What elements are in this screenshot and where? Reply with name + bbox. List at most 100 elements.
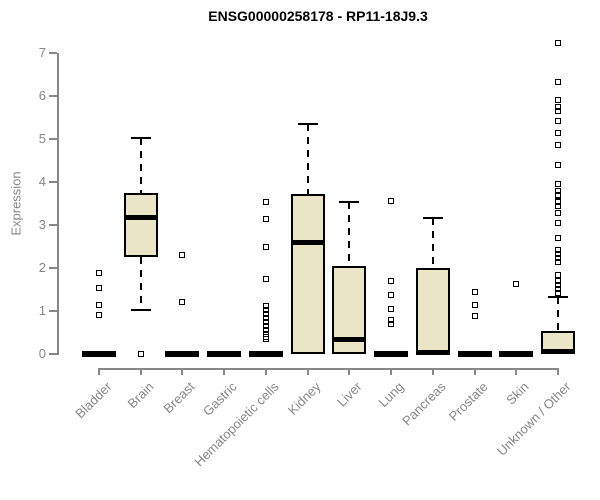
x-axis-tick: [390, 368, 393, 375]
outlier-point: [555, 234, 561, 241]
y-axis-tick: [49, 310, 57, 312]
outlier-point: [555, 258, 561, 265]
outlier-point: [555, 104, 561, 111]
outlier-point: [262, 319, 269, 326]
x-axis-tick: [431, 368, 434, 375]
outlier-point: [96, 285, 102, 292]
boxplot-box-pancreas: [415, 268, 450, 354]
median-line: [415, 349, 450, 355]
outlier-point: [262, 276, 269, 283]
outlier-point: [388, 277, 395, 284]
upper-whisker: [557, 296, 559, 332]
outlier-point: [555, 203, 561, 210]
outlier-point: [262, 330, 269, 337]
upper-whisker: [306, 123, 309, 195]
x-axis-tick: [348, 368, 351, 375]
y-tick-label: 4: [38, 174, 46, 189]
outlier-point: [262, 323, 269, 330]
upper-whisker-cap: [297, 122, 318, 125]
x-axis-line: [99, 368, 559, 370]
outlier-point: [555, 286, 561, 293]
outlier-point: [262, 314, 269, 321]
y-tick-label: 3: [38, 217, 46, 232]
outlier-point: [262, 198, 269, 205]
y-tick-label: 0: [38, 346, 46, 361]
outlier-point: [96, 301, 102, 308]
median-line: [82, 351, 116, 357]
y-axis-tick: [49, 138, 57, 140]
y-tick-label: 6: [38, 88, 46, 103]
median-line: [541, 348, 575, 354]
upper-whisker-cap: [339, 201, 360, 204]
y-axis-tick: [49, 267, 57, 269]
x-axis-tick: [473, 368, 476, 375]
y-axis-tick: [49, 95, 57, 97]
outlier-point: [555, 277, 561, 284]
outlier-point: [388, 305, 395, 312]
outlier-point: [555, 108, 561, 115]
outlier-point: [555, 209, 561, 216]
x-axis-tick: [557, 368, 559, 375]
outlier-point: [96, 270, 102, 277]
median-line: [374, 351, 409, 357]
outlier-point: [262, 302, 269, 309]
upper-whisker-cap: [422, 217, 443, 220]
median-line: [123, 214, 158, 220]
outlier-point: [555, 250, 561, 257]
y-axis-line: [57, 53, 59, 355]
outlier-point: [262, 311, 269, 317]
x-axis-tick: [223, 368, 226, 375]
median-line: [332, 336, 367, 342]
outlier-point: [388, 320, 395, 327]
median-line: [248, 351, 283, 357]
outlier-point: [555, 289, 561, 296]
outlier-point: [555, 129, 561, 136]
x-axis-tick: [139, 368, 142, 375]
outlier-point: [179, 298, 186, 305]
upper-whisker-cap: [548, 295, 568, 298]
median-line: [290, 240, 325, 246]
y-axis-tick: [49, 52, 57, 54]
outlier-point: [555, 271, 561, 278]
x-axis-tick: [264, 368, 267, 375]
median-line: [165, 351, 200, 357]
y-tick-label: 2: [38, 260, 46, 275]
outlier-point: [179, 252, 186, 259]
outlier-point: [555, 161, 561, 168]
boxplot-box-kidney: [290, 194, 325, 354]
y-tick-label: 7: [38, 45, 46, 60]
outlier-point: [555, 78, 561, 85]
x-axis-tick: [306, 368, 309, 375]
outlier-point: [555, 191, 561, 198]
lower-whisker-cap: [130, 309, 151, 312]
outlier-point: [471, 313, 478, 320]
outlier-point: [388, 292, 395, 299]
outlier-point: [513, 280, 520, 287]
outlier-point: [262, 243, 269, 250]
y-tick-label: 1: [38, 303, 46, 318]
x-axis-tick: [515, 368, 518, 375]
outlier-point: [137, 351, 144, 357]
outlier-point: [388, 317, 395, 324]
outlier-point: [555, 246, 561, 253]
lower-whisker: [139, 256, 142, 311]
outlier-point: [555, 219, 561, 226]
y-tick-label: 5: [38, 131, 46, 146]
outlier-point: [555, 188, 561, 195]
outlier-point: [96, 311, 102, 318]
outlier-point: [555, 96, 561, 103]
chart-title: ENSG00000258178 - RP11-18J9.3: [208, 8, 428, 24]
x-axis-tick: [181, 368, 184, 375]
median-line: [499, 351, 534, 357]
upper-whisker: [348, 202, 351, 266]
outlier-point: [555, 40, 561, 47]
upper-whisker: [431, 218, 434, 268]
y-axis-tick: [49, 181, 57, 183]
outlier-point: [262, 307, 269, 314]
outlier-point: [262, 326, 269, 333]
outlier-point: [555, 199, 561, 206]
outlier-point: [388, 197, 395, 204]
median-line: [457, 351, 492, 357]
x-axis-tick: [98, 368, 100, 375]
